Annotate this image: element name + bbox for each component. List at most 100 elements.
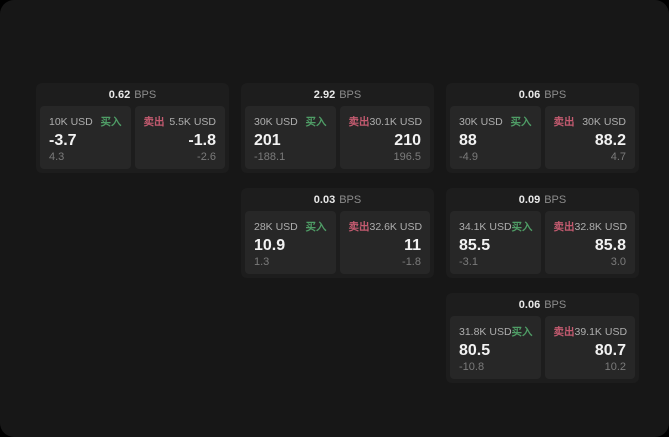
sell-amount: 30K USD <box>582 115 626 128</box>
bps-value: 0.62 <box>108 89 131 101</box>
sell-price: 11 <box>404 236 421 254</box>
buy-tag: 买入 <box>510 116 532 128</box>
quote-panels: 31.8K USD 买入 80.5 -10.8 卖出 39.1K USD 80.… <box>450 316 635 379</box>
buy-panel-top: 10K USD 买入 <box>49 114 122 129</box>
buy-panel[interactable]: 10K USD 买入 -3.7 4.3 <box>40 106 131 169</box>
quote-panels: 34.1K USD 买入 85.5 -3.1 卖出 32.8K USD 85.8… <box>450 211 635 274</box>
buy-amount: 10K USD <box>49 115 93 128</box>
buy-sub-value: -188.1 <box>254 151 286 163</box>
quote-panels: 10K USD 买入 -3.7 4.3 卖出 5.5K USD -1.8 -2.… <box>40 106 225 169</box>
bps-value: 0.03 <box>313 194 336 206</box>
buy-panel[interactable]: 30K USD 买入 88 -4.9 <box>450 106 541 169</box>
buy-tag: 买入 <box>305 221 327 233</box>
buy-price: 85.5 <box>459 236 491 254</box>
sell-panel-top: 卖出 32.8K USD <box>553 219 628 234</box>
buy-price: 88 <box>459 131 477 149</box>
buy-panel[interactable]: 31.8K USD 买入 80.5 -10.8 <box>450 316 541 379</box>
bps-value: 0.06 <box>518 299 541 311</box>
buy-amount: 30K USD <box>459 115 503 128</box>
buy-panel-top: 30K USD 买入 <box>254 114 327 129</box>
sell-price: 85.8 <box>594 236 626 254</box>
buy-price: 201 <box>254 131 281 149</box>
sell-amount: 30.1K USD <box>369 115 423 128</box>
sell-sub-value: 3.0 <box>610 256 626 268</box>
bps-unit-label: BPS <box>339 194 362 206</box>
buy-sub-value: 1.3 <box>254 256 270 268</box>
buy-amount: 30K USD <box>254 115 298 128</box>
sell-panel[interactable]: 卖出 30.1K USD 210 196.5 <box>339 106 430 169</box>
buy-price: -3.7 <box>49 131 77 149</box>
sell-price: 210 <box>394 131 421 149</box>
buy-panel-top: 28K USD 买入 <box>254 219 327 234</box>
sell-panel[interactable]: 卖出 30K USD 88.2 4.7 <box>544 106 635 169</box>
bps-unit-label: BPS <box>544 299 567 311</box>
bps-value: 0.09 <box>518 194 541 206</box>
card-header: 0.62 BPS <box>40 87 225 104</box>
quote-card: 0.06 BPS 31.8K USD 买入 80.5 -10.8 卖出 39.1… <box>446 293 639 383</box>
sell-price: -1.8 <box>188 131 216 149</box>
sell-price: 88.2 <box>594 131 626 149</box>
buy-amount: 28K USD <box>254 220 298 233</box>
buy-sub-value: -3.1 <box>459 256 478 268</box>
buy-price: 80.5 <box>459 341 491 359</box>
buy-panel-top: 30K USD 买入 <box>459 114 532 129</box>
buy-price: 10.9 <box>254 236 286 254</box>
sell-sub-value: 10.2 <box>604 361 626 373</box>
sell-amount: 5.5K USD <box>169 115 216 128</box>
quote-card: 2.92 BPS 30K USD 买入 201 -188.1 卖出 30.1K … <box>241 83 434 173</box>
buy-panel[interactable]: 28K USD 买入 10.9 1.3 <box>245 211 336 274</box>
quote-card-grid: 0.62 BPS 10K USD 买入 -3.7 4.3 卖出 5.5K USD <box>36 83 639 383</box>
buy-panel[interactable]: 30K USD 买入 201 -188.1 <box>245 106 336 169</box>
card-header: 0.03 BPS <box>245 192 430 209</box>
quote-panels: 28K USD 买入 10.9 1.3 卖出 32.6K USD 11 -1.8 <box>245 211 430 274</box>
sell-tag: 卖出 <box>553 221 575 233</box>
buy-sub-value: 4.3 <box>49 151 65 163</box>
sell-panel[interactable]: 卖出 32.6K USD 11 -1.8 <box>339 211 430 274</box>
sell-tag: 卖出 <box>553 326 575 338</box>
card-header: 0.09 BPS <box>450 192 635 209</box>
bps-unit-label: BPS <box>544 89 567 101</box>
bps-value: 2.92 <box>313 89 336 101</box>
sell-amount: 32.6K USD <box>369 220 423 233</box>
sell-sub-value: -2.6 <box>197 151 216 163</box>
buy-panel[interactable]: 34.1K USD 买入 85.5 -3.1 <box>450 211 541 274</box>
sell-panel-top: 卖出 30K USD <box>554 114 627 129</box>
card-header: 0.06 BPS <box>450 297 635 314</box>
card-header: 0.06 BPS <box>450 87 635 104</box>
buy-panel-top: 31.8K USD 买入 <box>459 324 533 339</box>
sell-tag: 卖出 <box>348 116 370 128</box>
sell-panel[interactable]: 卖出 32.8K USD 85.8 3.0 <box>544 211 635 274</box>
sell-tag: 卖出 <box>553 116 575 128</box>
sell-sub-value: 4.7 <box>610 151 626 163</box>
buy-amount: 34.1K USD <box>459 220 512 233</box>
quote-card: 0.62 BPS 10K USD 买入 -3.7 4.3 卖出 5.5K USD <box>36 83 229 173</box>
buy-sub-value: -10.8 <box>459 361 485 373</box>
sell-sub-value: -1.8 <box>402 256 421 268</box>
buy-sub-value: -4.9 <box>459 151 478 163</box>
quote-panels: 30K USD 买入 88 -4.9 卖出 30K USD 88.2 4.7 <box>450 106 635 169</box>
sell-tag: 卖出 <box>348 221 370 233</box>
sell-amount: 32.8K USD <box>574 220 628 233</box>
bps-unit-label: BPS <box>339 89 362 101</box>
sell-panel-top: 卖出 5.5K USD <box>144 114 217 129</box>
quote-card: 0.06 BPS 30K USD 买入 88 -4.9 卖出 30K USD <box>446 83 639 173</box>
quote-card: 0.09 BPS 34.1K USD 买入 85.5 -3.1 卖出 32.8K… <box>446 188 639 278</box>
sell-tag: 卖出 <box>143 116 165 128</box>
buy-tag: 买入 <box>100 116 122 128</box>
sell-panel-top: 卖出 30.1K USD <box>348 114 423 129</box>
buy-panel-top: 34.1K USD 买入 <box>459 219 533 234</box>
buy-amount: 31.8K USD <box>459 325 512 338</box>
sell-panel[interactable]: 卖出 39.1K USD 80.7 10.2 <box>544 316 635 379</box>
buy-tag: 买入 <box>511 326 533 338</box>
buy-tag: 买入 <box>305 116 327 128</box>
sell-panel-top: 卖出 32.6K USD <box>348 219 423 234</box>
sell-amount: 39.1K USD <box>574 325 628 338</box>
sell-sub-value: 196.5 <box>393 151 421 163</box>
sell-panel-top: 卖出 39.1K USD <box>553 324 628 339</box>
card-header: 2.92 BPS <box>245 87 430 104</box>
buy-tag: 买入 <box>511 221 533 233</box>
sell-price: 80.7 <box>594 341 626 359</box>
quote-panels: 30K USD 买入 201 -188.1 卖出 30.1K USD 210 1… <box>245 106 430 169</box>
sell-panel[interactable]: 卖出 5.5K USD -1.8 -2.6 <box>134 106 225 169</box>
